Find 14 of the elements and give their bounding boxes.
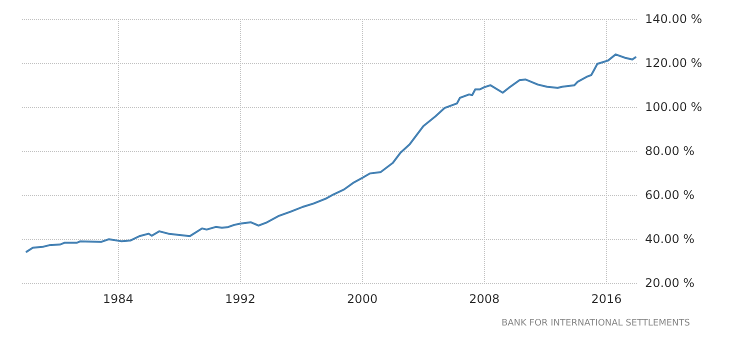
x-tick-label: 1984: [102, 292, 134, 306]
x-tick-label: 2016: [591, 292, 622, 306]
y-tick-label: 80.00 %: [645, 144, 695, 158]
y-tick-label: 140.00 %: [645, 12, 702, 26]
y-tick-label: 100.00 %: [645, 100, 702, 114]
x-tick-label: 2008: [469, 292, 500, 306]
y-tick-label: 60.00 %: [645, 188, 695, 202]
x-tick-label: 2000: [347, 292, 378, 306]
y-tick-label: 40.00 %: [645, 232, 695, 246]
y-tick-label: 120.00 %: [645, 56, 702, 70]
y-tick-label: 20.00 %: [645, 276, 695, 290]
text: BANK FOR INTERNATIONAL SETTLEMENTS: [501, 318, 690, 328]
x-tick-label: 1992: [224, 292, 256, 306]
line-series: [26, 53, 636, 253]
